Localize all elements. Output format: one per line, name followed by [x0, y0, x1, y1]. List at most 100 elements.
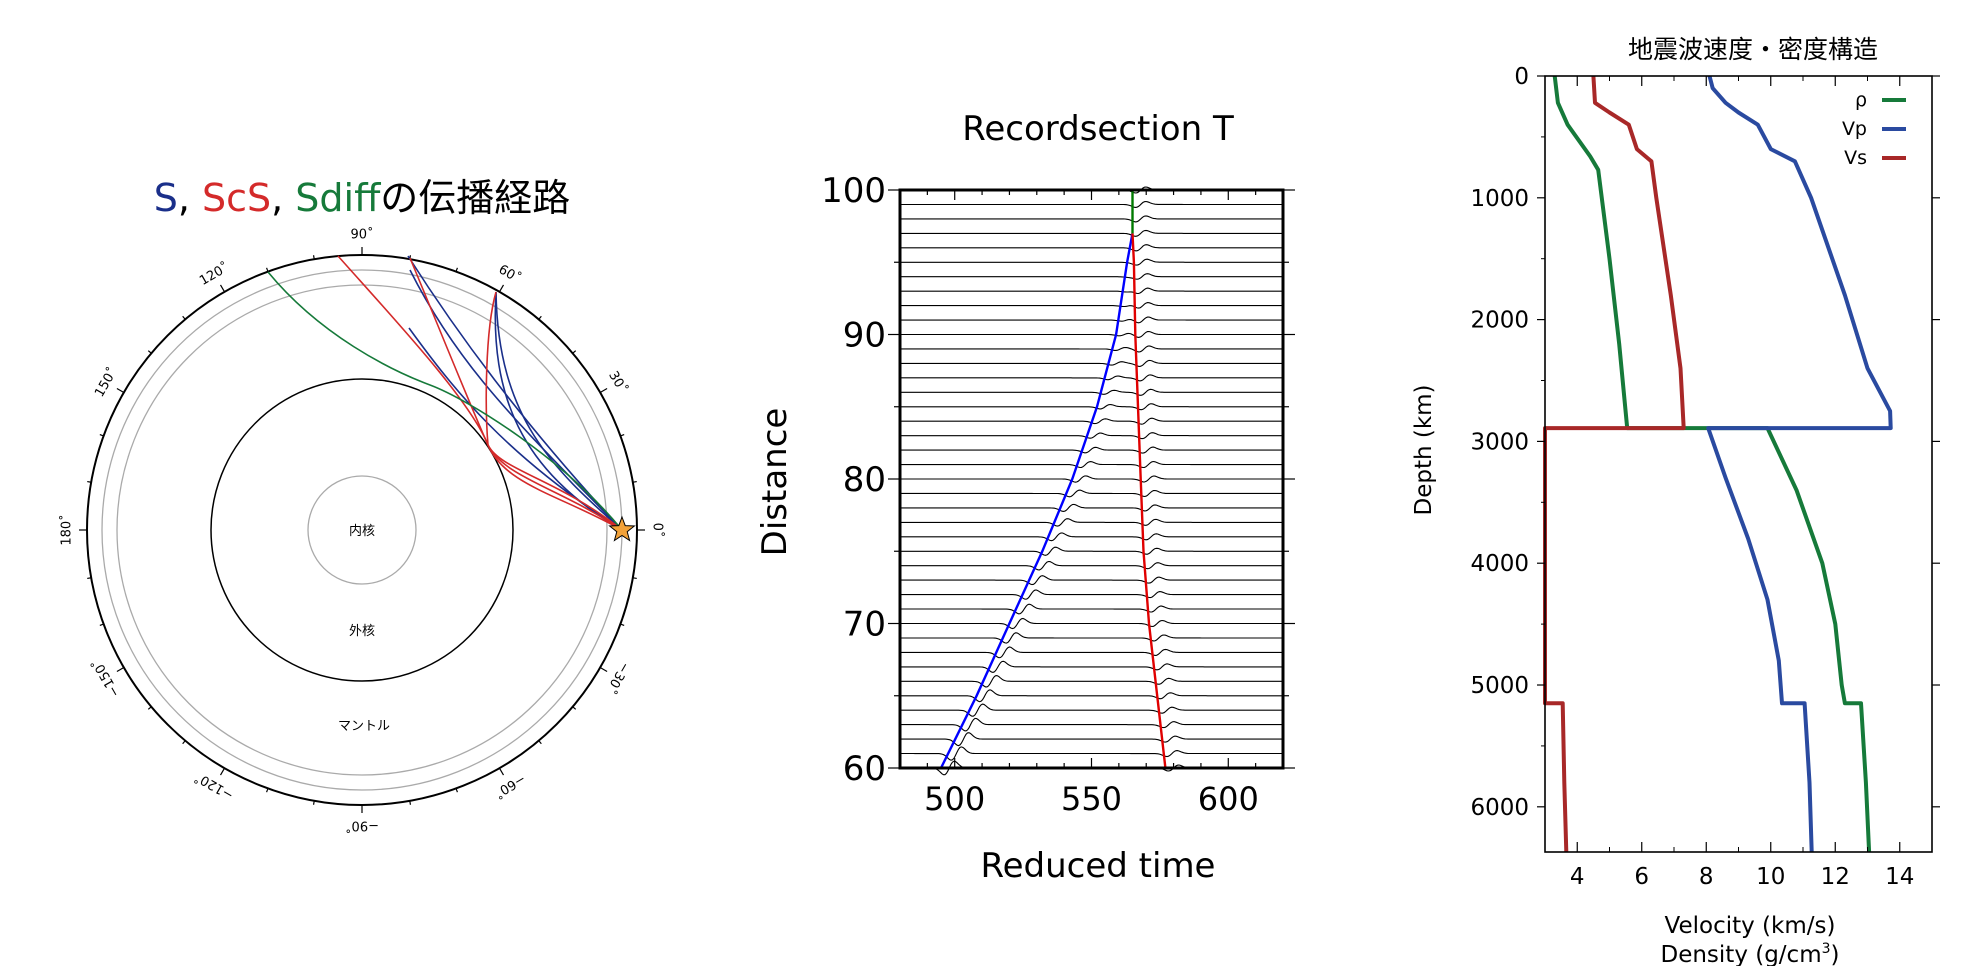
angle-label: −90˚	[345, 818, 379, 834]
trace-line	[900, 546, 1283, 556]
record-title: Recordsection T	[962, 109, 1234, 149]
legend-label-Vp: Vp	[1842, 118, 1867, 140]
angle-label: 150˚	[91, 365, 121, 400]
trace-line	[900, 316, 1283, 324]
velocity-curves	[1543, 75, 1893, 853]
trace-line	[900, 388, 1283, 396]
v-y-tick-label: 4000	[1470, 551, 1529, 577]
angle-label: 90˚	[350, 227, 373, 243]
v-y-tick-label: 5000	[1470, 673, 1529, 699]
velocity-axes: 4 6 8 10 12 14 0 1000 2000 3000 4000 5000 6000	[1470, 64, 1940, 890]
seismogram-traces	[900, 186, 1283, 776]
ray-S-3	[407, 255, 623, 531]
trace-line	[900, 503, 1283, 512]
angle-tick	[455, 267, 458, 272]
trace-line	[900, 200, 1283, 208]
angle-tick	[116, 387, 125, 394]
angle-label: 0˚	[650, 523, 666, 538]
angle-tick	[99, 434, 104, 437]
angle-tick	[599, 666, 608, 673]
v-y-tick-label: 2000	[1470, 308, 1529, 334]
trace-line	[900, 475, 1283, 483]
angle-tick	[572, 706, 577, 710]
title-part-3: ,	[271, 176, 295, 220]
angle-tick	[147, 706, 152, 710]
trace-line	[900, 660, 1283, 673]
y-tick-label: 100	[821, 171, 886, 211]
v-y-tick-label: 0	[1514, 64, 1529, 90]
v-y-tick-label: 1000	[1470, 186, 1529, 212]
source-star-icon	[608, 515, 636, 542]
v-x-tick-label: 4	[1570, 864, 1585, 890]
trace-line	[900, 273, 1283, 280]
ray-S-4	[494, 291, 623, 531]
velocity-ylabel: Depth (km)	[1411, 384, 1437, 515]
trace-line	[900, 374, 1283, 382]
density-xlabel: Density (g/cm3)	[1660, 941, 1839, 966]
trace-line	[900, 646, 1283, 659]
angle-tick	[498, 767, 505, 776]
inner-core-boundary	[307, 475, 417, 585]
angle-tick	[632, 480, 637, 483]
angle-tick	[312, 255, 315, 260]
angle-tick	[620, 434, 625, 437]
core-mantle-boundary	[210, 378, 514, 682]
record-ylabel: Distance	[755, 408, 795, 557]
y-tick-label: 70	[843, 605, 886, 645]
trace-line	[900, 732, 1283, 747]
ray-panel-title: S, ScS, Sdiffの伝播経路	[154, 176, 571, 220]
v-y-tick-label: 6000	[1470, 795, 1529, 821]
velocity-title: 地震波速度・密度構造	[1628, 35, 1878, 64]
ray-Sdiff	[267, 271, 623, 531]
legend-label-Vs: Vs	[1844, 147, 1867, 169]
v-x-tick-label: 12	[1821, 864, 1850, 890]
angle-tick	[87, 480, 92, 483]
inner-core-label: 内核	[349, 523, 375, 539]
trace-line	[900, 345, 1283, 353]
profile-curve-Vp	[1706, 75, 1893, 853]
legend-label-ρ: ρ	[1855, 89, 1867, 111]
trace-line	[900, 560, 1283, 571]
earth-cross-section	[79, 247, 645, 813]
trace-line	[900, 229, 1283, 237]
angle-label: 60˚	[496, 261, 524, 286]
angle-tick	[498, 284, 505, 293]
discontinuity-660-circle	[116, 284, 608, 776]
v-y-tick-label: 3000	[1470, 429, 1529, 455]
trace-line	[900, 330, 1283, 338]
angle-tick	[538, 740, 542, 745]
ray-path-panel: S, ScS, Sdiffの伝播経路 90˚ 60˚ 30˚ 0˚ −30˚ −60˚ −9…	[59, 176, 666, 834]
title-part-1: ,	[178, 176, 202, 220]
angle-tick	[116, 666, 125, 673]
record-axes: 500 550 600 60 70 80 90 100	[821, 171, 1295, 818]
angle-tick	[312, 800, 315, 805]
angle-tick	[632, 577, 637, 580]
trace-line	[900, 215, 1283, 223]
trace-line	[900, 589, 1283, 600]
velocity-xlabel: Velocity (km/s)	[1665, 913, 1836, 939]
ray-ScS-1	[337, 255, 623, 531]
y-tick-label: 60	[843, 749, 886, 789]
trace-line	[900, 703, 1283, 717]
angle-tick	[182, 315, 186, 320]
profile-curve-ρ	[1552, 75, 1872, 853]
angle-tick	[620, 623, 625, 626]
x-tick-label: 600	[1198, 780, 1259, 818]
angle-tick	[572, 350, 577, 354]
trace-line	[900, 489, 1283, 498]
v-x-tick-label: 10	[1756, 864, 1785, 890]
angle-tick	[599, 387, 608, 394]
ray-ScS-3	[485, 291, 623, 531]
angle-tick	[99, 623, 104, 626]
v-x-tick-label: 8	[1699, 864, 1714, 890]
trace-line	[900, 287, 1283, 295]
title-part-2: ScS	[202, 176, 271, 220]
x-tick-label: 550	[1061, 780, 1122, 818]
profile-curve-Vs	[1543, 75, 1686, 853]
x-tick-label: 500	[924, 780, 985, 818]
angle-label: −30˚	[602, 659, 633, 696]
record-xlabel: Reduced time	[981, 846, 1216, 886]
trace-line	[900, 302, 1283, 309]
trace-line	[900, 244, 1283, 252]
